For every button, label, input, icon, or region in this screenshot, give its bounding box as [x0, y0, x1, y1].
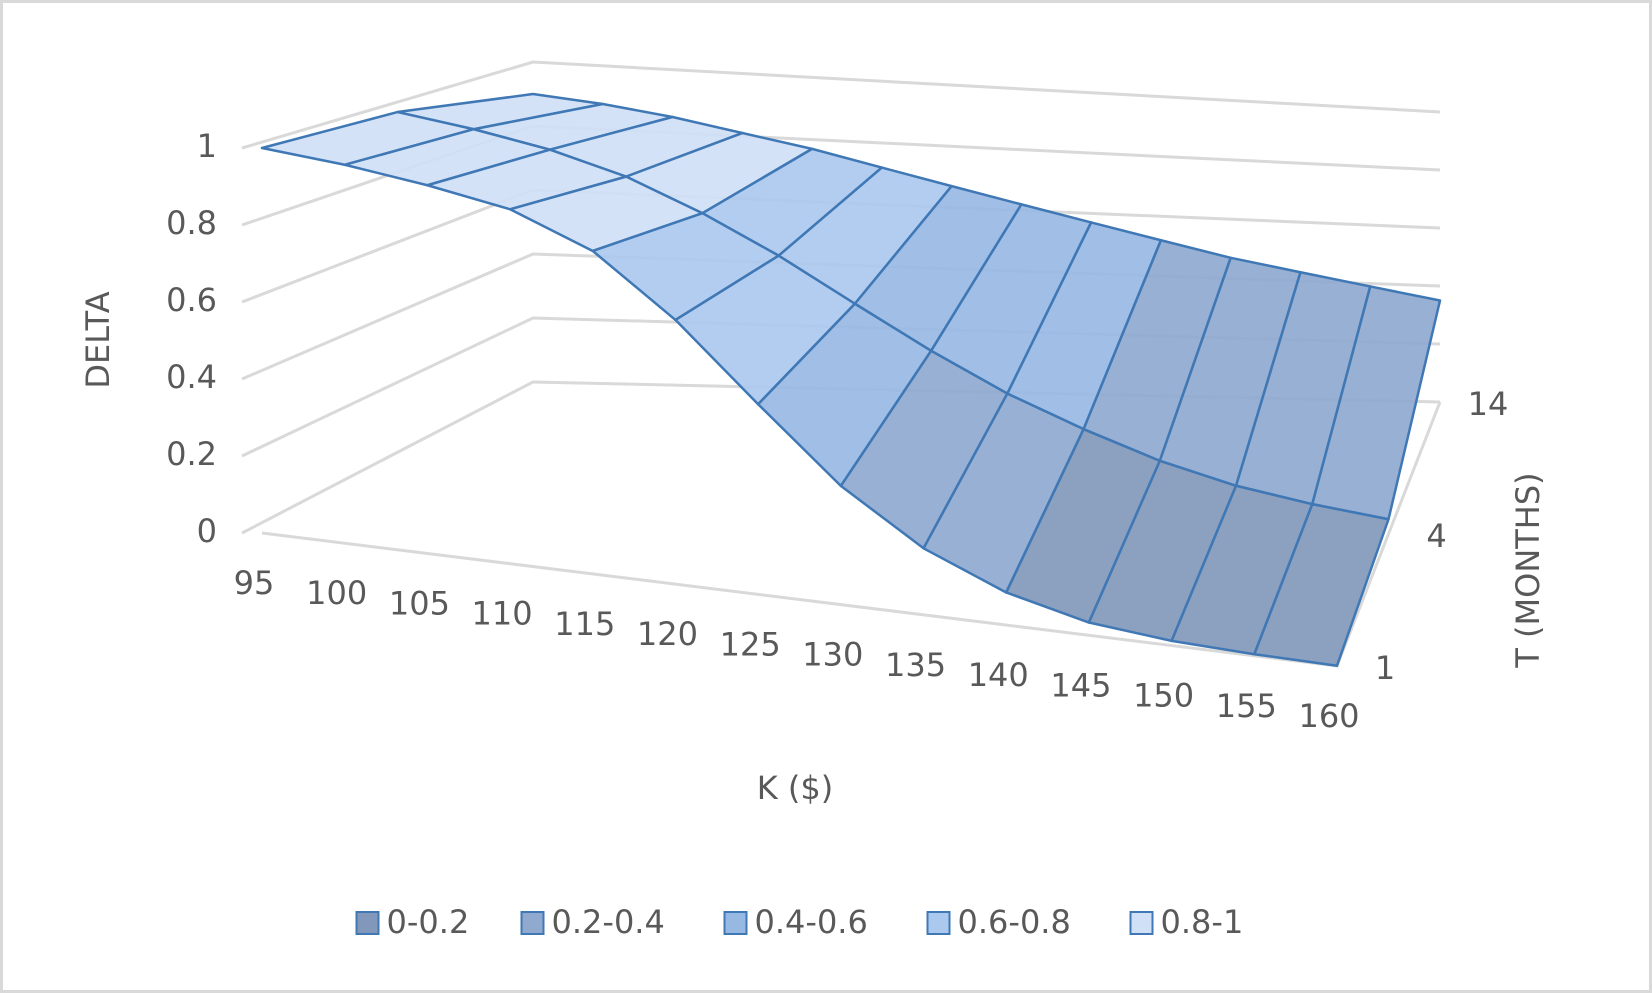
x-tick-label: 120 — [637, 615, 698, 653]
x-tick-label: 150 — [1133, 677, 1194, 715]
legend-swatch — [723, 911, 748, 935]
y-tick-label: 0 — [197, 512, 217, 550]
depth-tick-label: 4 — [1426, 517, 1446, 555]
x-tick-label: 155 — [1216, 687, 1277, 725]
legend-swatch — [520, 911, 545, 935]
y-tick-label: 1 — [197, 127, 217, 165]
legend-label: 0.6-0.8 — [958, 903, 1071, 941]
x-tick-label: 160 — [1298, 697, 1359, 735]
legend-swatch — [926, 911, 951, 935]
x-tick-label: 140 — [968, 656, 1029, 694]
surface-patch — [1253, 502, 1390, 667]
x-tick-label: 105 — [389, 584, 450, 622]
legend-label: 0.2-0.4 — [552, 903, 665, 941]
y-axis-title: DELTA — [79, 291, 117, 388]
y-tick-label: 0.8 — [166, 204, 217, 242]
legend-label: 0-0.2 — [387, 903, 470, 941]
legend-swatch — [355, 911, 380, 935]
legend-label: 0.4-0.6 — [755, 903, 868, 941]
depth-axis-title: T (MONTHS) — [1509, 472, 1547, 668]
x-tick-label: 125 — [720, 625, 781, 663]
grid-line — [241, 60, 1441, 150]
x-tick-label: 110 — [472, 595, 533, 633]
y-tick-label: 0.6 — [166, 281, 217, 319]
y-tick-label: 0.2 — [166, 435, 217, 473]
depth-tick-label: 14 — [1468, 385, 1509, 423]
x-tick-label: 115 — [554, 605, 615, 643]
x-tick-label: 100 — [306, 574, 367, 612]
x-tick-label: 130 — [802, 636, 863, 674]
y-tick-label: 0.4 — [166, 358, 217, 396]
x-axis-title: K ($) — [757, 769, 833, 807]
legend-swatch — [1129, 911, 1154, 935]
legend: 0-0.2 0.2-0.4 0.4-0.6 0.6-0.8 0.8-1 — [355, 903, 1244, 941]
x-tick-label: 145 — [1050, 666, 1111, 704]
depth-tick-label: 1 — [1375, 649, 1395, 687]
x-tick-label: 135 — [885, 646, 946, 684]
x-tick-label: 95 — [234, 564, 275, 602]
legend-label: 0.8-1 — [1161, 903, 1244, 941]
